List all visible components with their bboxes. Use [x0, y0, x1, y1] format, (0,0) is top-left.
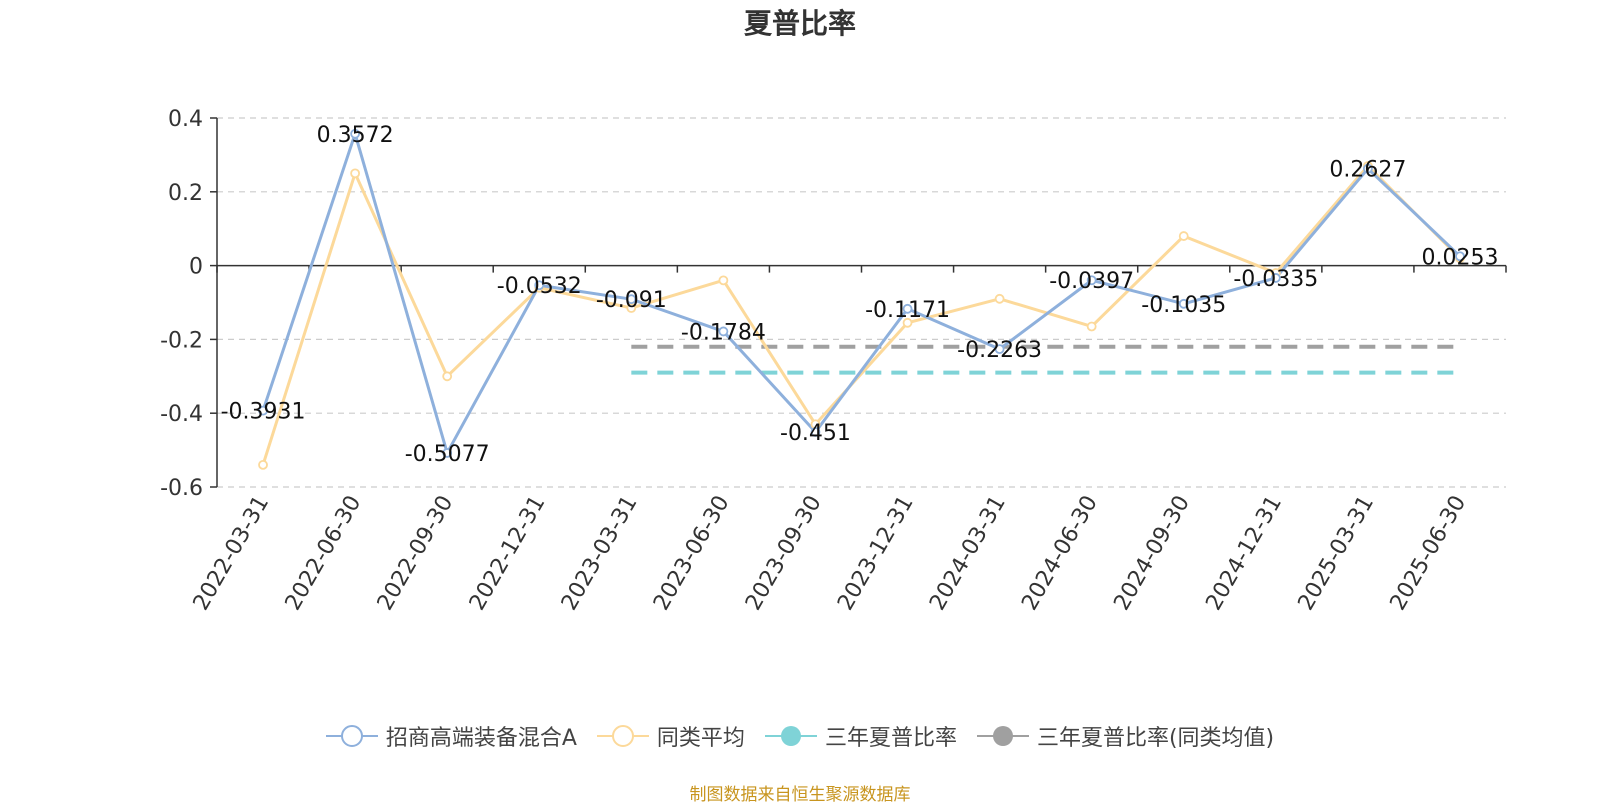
series-layer — [258, 128, 1465, 470]
fund-data-point — [1455, 251, 1465, 262]
legend-label-three-year-sharpe-peer: 三年夏普比率(同类均值) — [1036, 726, 1275, 751]
y-tick-label: -0.6 — [160, 476, 203, 501]
legend-label-three-year-sharpe: 三年夏普比率 — [824, 726, 957, 751]
fund-data-label: -0.1784 — [681, 320, 766, 345]
x-tick-label: 2022-12-31 — [465, 492, 551, 615]
fund-data-label: -0.451 — [780, 421, 851, 446]
y-tick-label: -0.2 — [160, 328, 203, 353]
fund-data-point — [718, 326, 729, 337]
y-tick-label: 0.2 — [168, 181, 203, 206]
fund-data-label: -0.5077 — [405, 442, 490, 467]
x-tick-label: 2025-03-31 — [1294, 492, 1380, 615]
peer-average-data-point — [442, 371, 453, 382]
source-note: 制图数据来自恒生聚源数据库 — [689, 785, 911, 805]
x-tick-label: 2023-03-31 — [557, 492, 643, 615]
legend-label-fund: 招商高端装备混合A — [385, 726, 577, 751]
x-tick-label: 2024-09-30 — [1109, 492, 1195, 615]
x-tick-label: 2024-03-31 — [925, 492, 1011, 615]
fund-data-label: -0.2263 — [957, 338, 1042, 363]
peer-average-data-point — [718, 275, 729, 286]
peer-average-data-point — [994, 293, 1005, 304]
fund-data-point — [442, 448, 453, 458]
reference-lines-layer — [631, 344, 1460, 375]
fund-data-point — [1362, 163, 1373, 174]
y-tick-label: 0 — [189, 255, 203, 280]
legend-item-peer-average[interactable]: 同类平均 — [596, 720, 745, 752]
legend-line-dot-icon — [764, 726, 817, 746]
fund-data-point — [350, 128, 361, 139]
fund-data-label: 0.0253 — [1421, 245, 1498, 270]
legend-line-circle-icon — [596, 725, 649, 747]
x-tick-label: 2024-12-31 — [1201, 492, 1287, 615]
fund-data-label: 0.3572 — [317, 123, 394, 148]
peer-average-data-point — [258, 459, 268, 470]
peer-average-series-line — [261, 164, 1462, 466]
x-tick-label: 2023-12-31 — [833, 491, 919, 614]
legend-item-three-year-sharpe[interactable]: 三年夏普比率 — [764, 720, 957, 752]
grid-layer — [217, 117, 1506, 488]
fund-data-point — [810, 427, 821, 437]
fund-data-label: -0.1171 — [865, 298, 950, 323]
fund-data-label: 0.2627 — [1329, 158, 1406, 183]
legend-item-fund[interactable]: 招商高端装备混合A — [325, 720, 577, 752]
fund-data-label: -0.091 — [596, 288, 667, 313]
fund-data-point — [1178, 298, 1189, 309]
x-tick-label: 2023-06-30 — [649, 492, 735, 615]
peer-average-data-point — [1178, 231, 1189, 241]
x-tick-label: 2023-09-30 — [741, 492, 827, 615]
fund-data-point — [258, 405, 268, 416]
y-tick-label: -0.4 — [160, 402, 203, 427]
fund-data-point — [626, 294, 637, 305]
fund-data-label: -0.0532 — [497, 274, 582, 299]
legend-line-dot-icon — [976, 726, 1029, 746]
fund-data-point — [1086, 275, 1097, 286]
peer-average-data-point — [350, 168, 361, 179]
fund-data-point — [1270, 273, 1281, 283]
legend: 招商高端装备混合A 同类平均 三年夏普比率 三年夏普比率(同类均值) — [0, 716, 1600, 756]
fund-series-line — [261, 132, 1461, 455]
data-label-layer: -0.3931 0.3572 -0.5077 -0.0532 -0.091 -0.1784… — [221, 123, 1499, 467]
fund-data-label: -0.1035 — [1141, 293, 1226, 318]
fund-data-point — [902, 303, 913, 314]
chart-title: 夏普比率 — [743, 7, 856, 40]
x-tick-label: 2022-09-30 — [373, 492, 459, 615]
fund-data-label: -0.3931 — [221, 400, 306, 425]
x-tick-label: 2022-03-31 — [189, 492, 275, 615]
fund-data-label: -0.0397 — [1049, 269, 1134, 294]
peer-average-data-point — [1086, 321, 1097, 332]
y-tick-label: 0.4 — [168, 107, 203, 132]
fund-data-label: -0.0335 — [1233, 267, 1318, 292]
legend-label-peer-average: 同类平均 — [656, 726, 745, 751]
peer-average-data-point — [902, 317, 913, 328]
x-tick-label: 2025-06-30 — [1386, 492, 1472, 615]
legend-line-circle-icon — [325, 725, 378, 747]
fund-data-point — [534, 280, 545, 291]
legend-item-three-year-sharpe-peer[interactable]: 三年夏普比率(同类均值) — [976, 720, 1275, 752]
x-tick-label: 2022-06-30 — [281, 492, 367, 615]
fund-data-point — [994, 344, 1005, 355]
x-tick-label: 2024-06-30 — [1017, 492, 1103, 615]
